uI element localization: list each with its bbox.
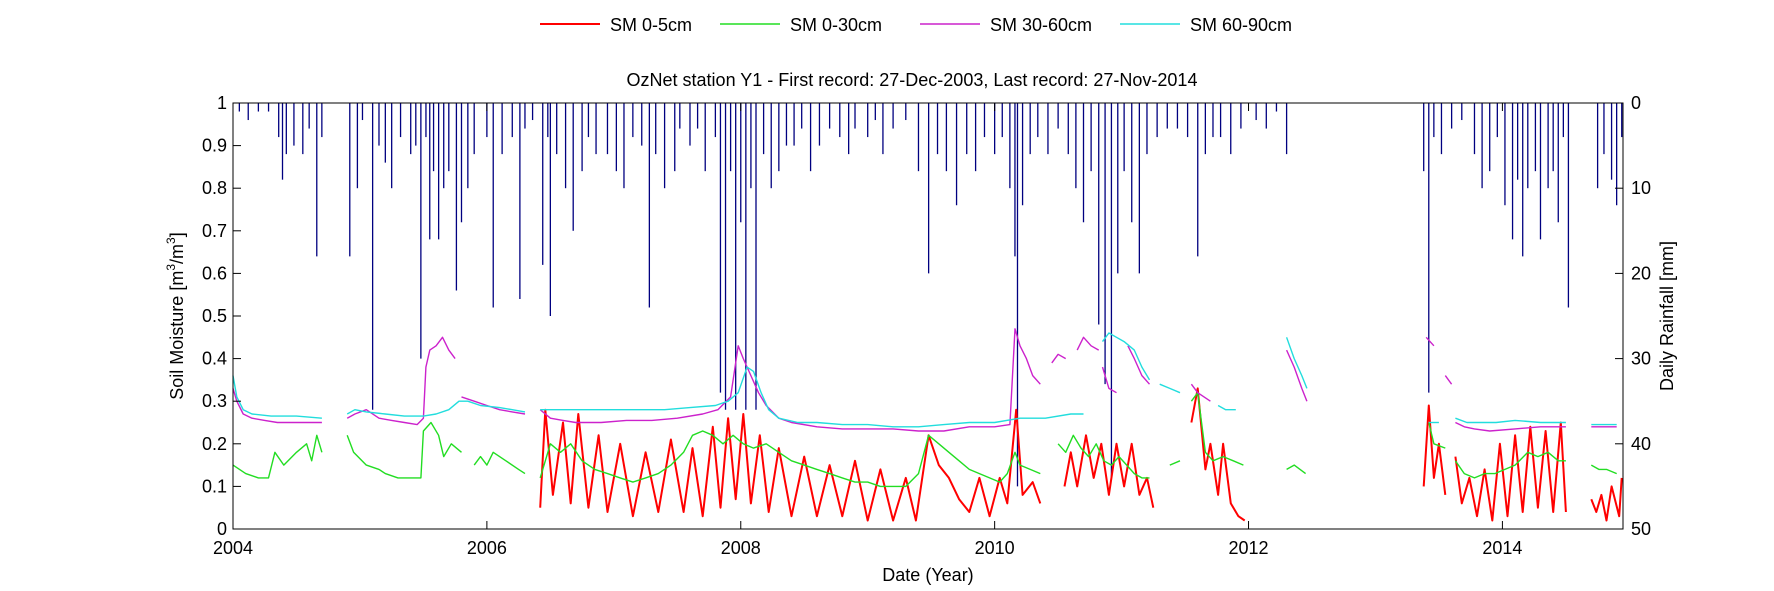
series-sm_0_5-segment-3 xyxy=(1422,404,1447,496)
legend-label-sm-0-5: SM 0-5cm xyxy=(610,15,692,35)
series-sm_60_90-segment-0 xyxy=(232,375,322,419)
series-sm_0_5-segment-4 xyxy=(1454,421,1567,522)
x-axis-ticks: 2004 2006 2008 2010 2012 2014 xyxy=(213,103,1522,558)
series-sm_30_60-segment-10 xyxy=(1425,336,1435,347)
series-sm_0_30-segment-4 xyxy=(1057,434,1150,479)
legend-label-sm-30-60: SM 30-60cm xyxy=(990,15,1092,35)
series-sm_0_5-segment-0 xyxy=(539,408,1042,522)
series-sm_60_90-segment-8 xyxy=(1455,417,1566,424)
legend: SM 0-5cm SM 0-30cm SM 30-60cm SM 60-90cm xyxy=(540,15,1292,35)
y-left-axis-ticks: 0 0.1 0.2 0.3 0.4 0.5 0.6 0.7 0.8 0.9 1 xyxy=(202,93,241,539)
series-sm_30_60-segment-3 xyxy=(539,328,1041,432)
x-tick-label-4: 2012 xyxy=(1229,538,1269,558)
series-sm_0_5-segment-5 xyxy=(1590,477,1623,522)
series-sm_60_90-segment-5 xyxy=(1217,404,1236,411)
y-left-label-mid: /m xyxy=(167,244,187,264)
y-left-label-superscript-2: 3 xyxy=(164,237,178,244)
series-sm_60_90-segment-2 xyxy=(540,366,1084,428)
y-left-tick-label-9: 0.9 xyxy=(202,136,227,156)
y-left-label-text: Soil Moisture [m xyxy=(167,271,187,400)
y-right-tick-label-2: 20 xyxy=(1631,263,1651,283)
series-sm_30_60-segment-1 xyxy=(346,336,456,426)
series-sm_0_30-segment-9 xyxy=(1454,451,1566,479)
series-sm_0_30-segment-1 xyxy=(346,421,462,479)
soil-moisture-lines xyxy=(232,328,1623,522)
x-tick-label-1: 2006 xyxy=(467,538,507,558)
y-left-label-superscript-1: 3 xyxy=(164,264,178,271)
x-tick-label-0: 2004 xyxy=(213,538,253,558)
y-left-tick-label-0: 0 xyxy=(217,519,227,539)
series-sm_30_60-segment-12 xyxy=(1455,421,1566,432)
y-right-axis-ticks: 0 10 20 30 40 50 xyxy=(1615,93,1651,539)
y-left-tick-label-8: 0.8 xyxy=(202,178,227,198)
chart-title: OzNet station Y1 - First record: 27-Dec-… xyxy=(627,70,1198,90)
y-left-tick-label-1: 0.1 xyxy=(202,476,227,496)
series-sm_0_5-segment-1 xyxy=(1063,434,1155,508)
y-left-label-end: ] xyxy=(167,232,187,237)
series-sm_0_30-segment-10 xyxy=(1590,464,1617,475)
series-sm_30_60-segment-9 xyxy=(1285,349,1308,402)
series-sm_30_60-segment-7 xyxy=(1127,345,1151,385)
series-sm_60_90-segment-3 xyxy=(1101,332,1151,381)
rainfall-bars xyxy=(238,103,1623,487)
y-left-tick-label-2: 0.2 xyxy=(202,434,227,454)
legend-label-sm-0-30: SM 0-30cm xyxy=(790,15,882,35)
y-right-tick-label-0: 0 xyxy=(1631,93,1641,113)
y-right-tick-label-3: 30 xyxy=(1631,349,1651,369)
x-axis-label: Date (Year) xyxy=(882,565,973,585)
series-sm_0_30-segment-7 xyxy=(1286,464,1307,475)
series-sm_30_60-segment-6 xyxy=(1101,366,1117,394)
y-right-tick-label-1: 10 xyxy=(1631,178,1651,198)
y-left-tick-label-7: 0.7 xyxy=(202,221,227,241)
series-sm_0_30-segment-5 xyxy=(1169,460,1181,466)
series-sm_30_60-segment-0 xyxy=(232,388,322,424)
y-left-tick-label-4: 0.4 xyxy=(202,349,227,369)
series-sm_30_60-segment-5 xyxy=(1076,336,1100,351)
x-tick-label-2: 2008 xyxy=(721,538,761,558)
y-right-axis-label: Daily Rainfall [mm] xyxy=(1657,241,1677,391)
y-left-tick-label-3: 0.3 xyxy=(202,391,227,411)
legend-label-sm-60-90: SM 60-90cm xyxy=(1190,15,1292,35)
series-sm_60_90-segment-6 xyxy=(1285,337,1308,389)
x-tick-label-5: 2014 xyxy=(1482,538,1522,558)
series-sm_60_90-segment-1 xyxy=(346,400,526,417)
x-tick-label-3: 2010 xyxy=(975,538,1015,558)
y-left-axis-label: Soil Moisture [m3/m3] xyxy=(164,232,187,399)
series-sm_60_90-segment-4 xyxy=(1159,383,1181,394)
series-sm_0_30-segment-3 xyxy=(539,430,1041,488)
series-sm_30_60-segment-4 xyxy=(1051,353,1067,364)
y-left-tick-label-5: 0.5 xyxy=(202,306,227,326)
y-right-tick-label-5: 50 xyxy=(1631,519,1651,539)
series-sm_30_60-segment-8 xyxy=(1190,383,1211,402)
series-sm_0_30-segment-8 xyxy=(1428,422,1446,449)
series-sm_30_60-segment-11 xyxy=(1444,375,1453,385)
plot-area: 2004 2006 2008 2010 2012 2014 00.10.20.30.40.… xyxy=(202,93,1651,558)
series-sm_0_30-segment-0 xyxy=(232,434,323,479)
y-left-tick-label-6: 0.6 xyxy=(202,263,227,283)
y-right-tick-label-4: 40 xyxy=(1631,434,1651,454)
series-sm_0_30-segment-2 xyxy=(473,451,526,475)
y-left-tick-label-10: 1 xyxy=(217,93,227,113)
